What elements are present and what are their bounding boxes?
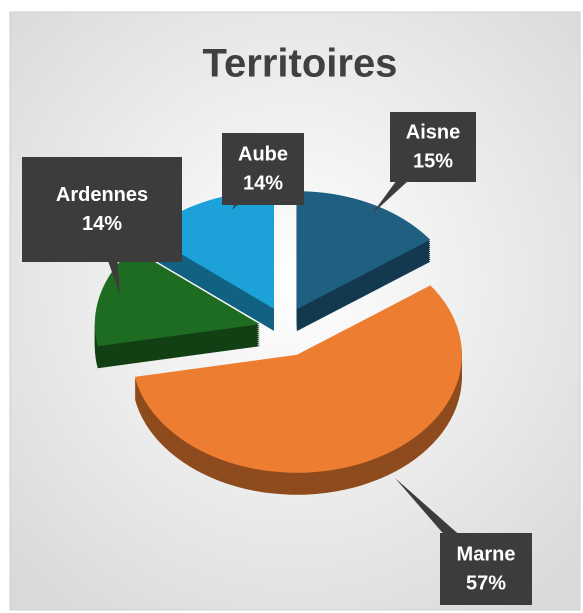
label-category: Aube <box>238 143 288 165</box>
chart-title: Territoires <box>203 42 398 86</box>
label-box <box>222 133 304 205</box>
label-category: Marne <box>457 543 516 565</box>
label-category: Ardennes <box>56 184 148 206</box>
data-label: 14% <box>243 172 283 194</box>
label-category: Aisne <box>406 121 460 143</box>
label-box <box>22 157 182 262</box>
data-label: 14% <box>82 213 122 235</box>
data-labels: Aisne 15% Marne 57% Ardennes 14% Aube 14% <box>22 112 532 605</box>
slice <box>94 248 260 347</box>
data-label: 15% <box>413 150 453 172</box>
label-box <box>390 112 476 182</box>
slice <box>296 191 431 310</box>
slice <box>134 285 462 473</box>
chart-area <box>9 11 581 611</box>
data-label: 57% <box>466 572 506 594</box>
label-box <box>440 533 532 605</box>
